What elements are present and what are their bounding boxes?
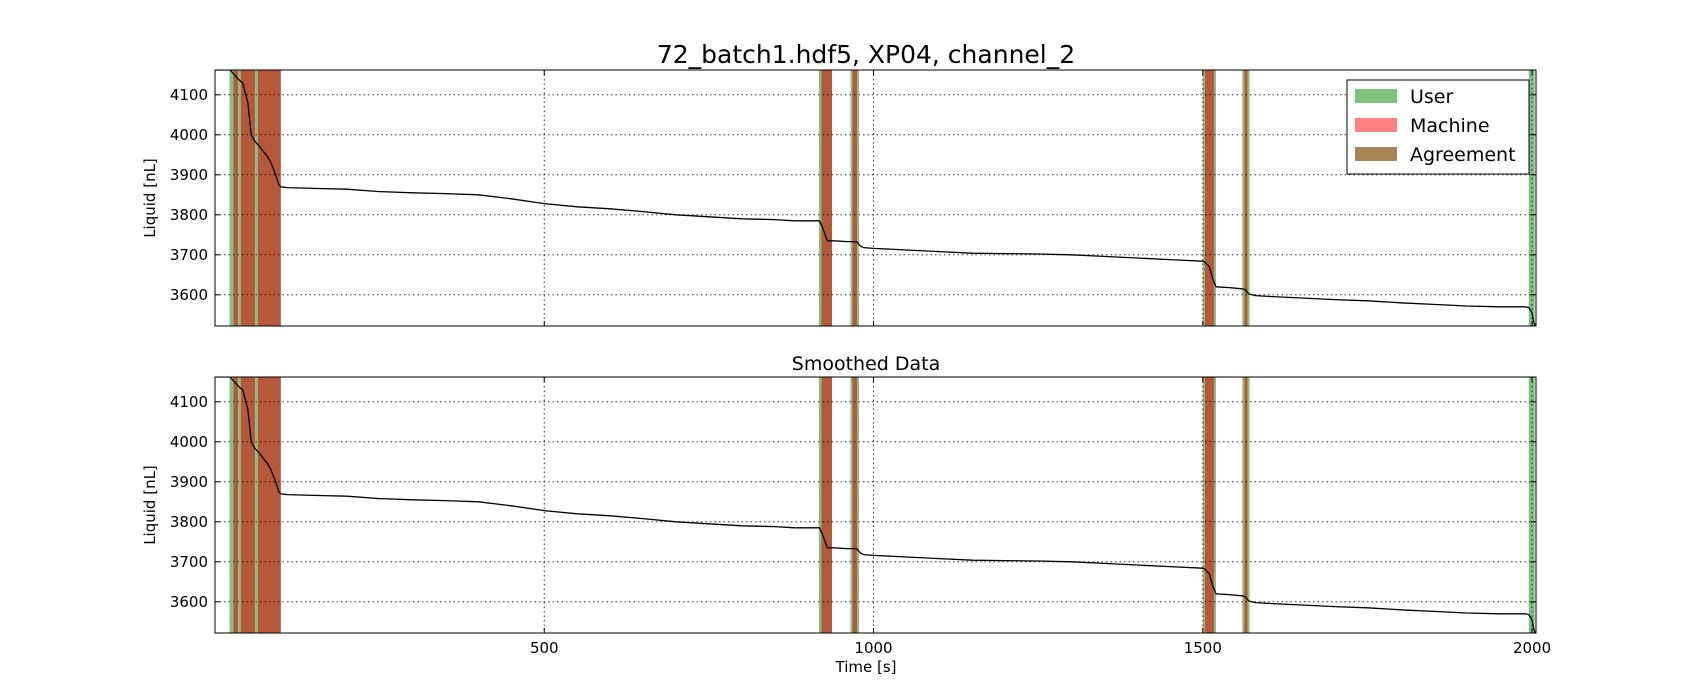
region-user-1-14 — [1242, 377, 1245, 633]
y-tick-label-1-0: 3600 — [170, 593, 208, 611]
region-user-0-14 — [1242, 70, 1245, 326]
region-user-1-0 — [229, 377, 234, 633]
region-agreement-0-5 — [257, 70, 281, 326]
region-user-1-10 — [857, 377, 860, 633]
y-tick-label-0-0: 3600 — [170, 286, 208, 304]
region-user-0-8 — [850, 70, 853, 326]
y-tick-label-0-1: 3700 — [170, 246, 208, 264]
region-user-1-8 — [850, 377, 853, 633]
region-user-1-11 — [1202, 377, 1205, 633]
region-user-0-4 — [255, 70, 258, 326]
region-agreement-1-15 — [1244, 377, 1248, 633]
y-axis-label-0: Liquid [nL] — [141, 158, 159, 238]
chart-title-1: 72_batch1.hdf5, XP04, channel_2 — [657, 40, 1075, 69]
region-user-1-4 — [255, 377, 258, 633]
x-tick-label-0: 500 — [530, 639, 559, 657]
legend-swatch-machine — [1355, 118, 1397, 132]
y-tick-label-1-2: 3800 — [170, 513, 208, 531]
region-agreement-1-1 — [233, 377, 239, 633]
y-tick-label-1-3: 3900 — [170, 473, 208, 491]
region-user-1-6 — [818, 377, 822, 633]
region-user-1-17 — [1528, 377, 1535, 633]
region-agreement-0-9 — [852, 70, 858, 326]
plot-panel-raw: 3600 3700 3800 3900 4000 4100 Liquid [nL] User M… — [141, 69, 1537, 327]
y-tick-label-1-4: 4000 — [170, 433, 208, 451]
y-tick-label-1-5: 4100 — [170, 393, 208, 411]
region-user-1-16 — [1247, 377, 1250, 633]
y-tick-label-0-3: 3900 — [170, 166, 208, 184]
y-tick-label-1-1: 3700 — [170, 553, 208, 571]
region-agreement-1-5 — [257, 377, 281, 633]
series-line-1 — [215, 377, 1536, 633]
legend-label-agreement: Agreement — [1410, 144, 1516, 166]
series-line-0 — [215, 70, 1536, 326]
region-user-0-10 — [857, 70, 860, 326]
region-user-0-13 — [1213, 70, 1216, 326]
region-agreement-0-15 — [1244, 70, 1248, 326]
region-user-0-16 — [1247, 70, 1250, 326]
legend-label-machine: Machine — [1410, 115, 1490, 137]
y-tick-label-0-4: 4000 — [170, 126, 208, 144]
legend-swatch-user — [1355, 89, 1397, 103]
y-tick-label-0-2: 3800 — [170, 206, 208, 224]
region-user-0-11 — [1202, 70, 1205, 326]
chart-title-2: Smoothed Data — [792, 353, 940, 375]
legend-swatch-agreement — [1355, 147, 1397, 161]
x-tick-label-2: 1500 — [1184, 639, 1222, 657]
region-agreement-1-7 — [821, 377, 833, 633]
x-tick-label-1: 1000 — [854, 639, 892, 657]
region-agreement-1-9 — [852, 377, 858, 633]
y-axis-label-1: Liquid [nL] — [141, 465, 159, 545]
x-tick-label-3: 2000 — [1513, 639, 1551, 657]
legend: User Machine Agreement — [1346, 79, 1530, 175]
region-agreement-0-7 — [821, 70, 833, 326]
region-user-1-2 — [238, 377, 241, 633]
plot-panel-smoothed: 500 1000 1500 2000 3600 3700 3800 3900 4000 4100 L… — [141, 376, 1551, 657]
region-agreement-1-12 — [1204, 377, 1214, 633]
axes-frame-1 — [214, 376, 1537, 634]
axes-frame-0 — [214, 69, 1537, 327]
region-user-0-6 — [818, 70, 822, 326]
region-user-0-2 — [238, 70, 241, 326]
region-user-0-0 — [229, 70, 234, 326]
y-tick-label-0-5: 4100 — [170, 86, 208, 104]
x-axis-label: Time [s] — [835, 658, 897, 676]
legend-label-user: User — [1410, 86, 1453, 108]
region-agreement-0-1 — [233, 70, 239, 326]
region-agreement-0-12 — [1204, 70, 1214, 326]
region-user-1-13 — [1213, 377, 1216, 633]
region-user-0-17 — [1528, 70, 1535, 326]
